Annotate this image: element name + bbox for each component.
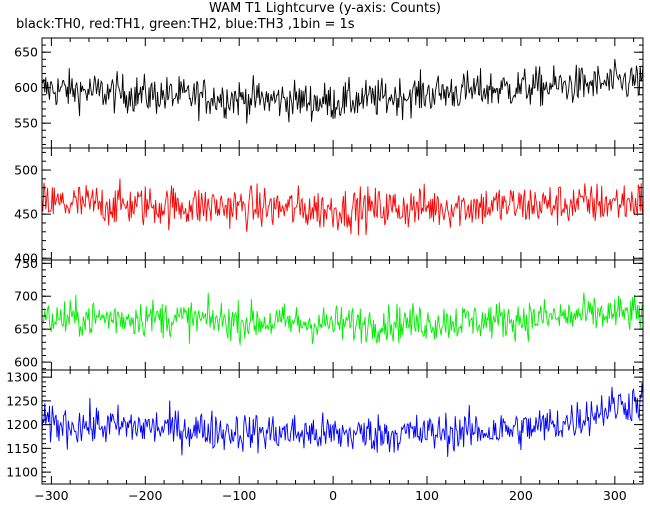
y-tick-label: 650 bbox=[14, 45, 38, 60]
x-tick-label: −300 bbox=[34, 488, 68, 503]
y-tick-label: 650 bbox=[14, 322, 38, 337]
y-tick-label: 700 bbox=[14, 289, 38, 304]
y-tick-label: 450 bbox=[14, 207, 38, 222]
y-tick-label: 1250 bbox=[6, 393, 38, 408]
y-tick-label: 1200 bbox=[6, 417, 38, 432]
y-tick-label: 500 bbox=[14, 163, 38, 178]
x-tick-label: 300 bbox=[603, 488, 627, 503]
y-tick-label: 400 bbox=[14, 251, 38, 266]
y-tick-label: 1100 bbox=[6, 465, 38, 480]
x-tick-label: 100 bbox=[415, 488, 439, 503]
x-tick-label: 200 bbox=[509, 488, 533, 503]
series-line-th0 bbox=[41, 58, 644, 124]
y-tick-label: 600 bbox=[14, 355, 38, 370]
y-tick-label: 1150 bbox=[6, 441, 38, 456]
y-tick-label: 750 bbox=[14, 256, 38, 271]
x-tick-label: −100 bbox=[222, 488, 256, 503]
chart-subtitle: black:TH0, red:TH1, green:TH2, blue:TH3 … bbox=[16, 17, 355, 32]
series-line-th2 bbox=[41, 292, 644, 346]
series-line-th1 bbox=[41, 178, 644, 236]
y-tick-label: 600 bbox=[14, 80, 38, 95]
x-tick-label: −200 bbox=[128, 488, 162, 503]
y-tick-label: 1300 bbox=[6, 370, 38, 385]
y-tick-label: 550 bbox=[14, 116, 38, 131]
chart-title: WAM T1 Lightcurve (y-axis: Counts) bbox=[209, 1, 441, 16]
x-tick-label: 0 bbox=[329, 488, 337, 503]
series-line-th3 bbox=[41, 382, 644, 457]
panel-frame-0 bbox=[41, 37, 644, 149]
panel-frame-3 bbox=[41, 369, 644, 485]
